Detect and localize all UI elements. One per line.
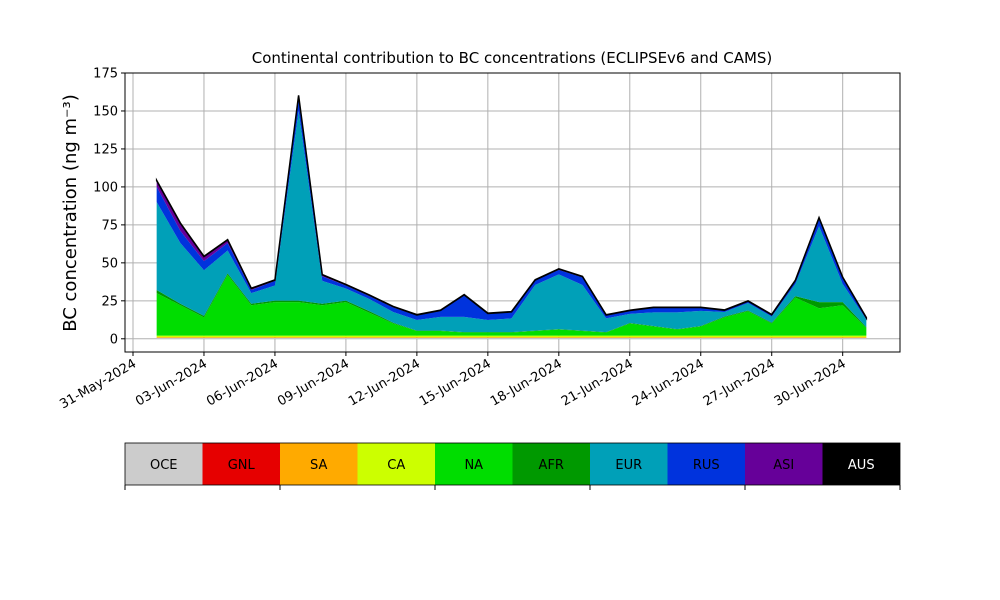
y-tick-label: 175 bbox=[93, 67, 118, 82]
legend-label: AFR bbox=[539, 458, 564, 473]
x-tick-label: 03-Jun-2024 bbox=[133, 356, 210, 409]
y-tick-label: 150 bbox=[93, 104, 118, 119]
legend-label: NA bbox=[464, 458, 483, 473]
legend-swatch bbox=[745, 443, 823, 485]
legend-label: AUS bbox=[848, 458, 875, 473]
x-tick-label: 06-Jun-2024 bbox=[204, 356, 281, 409]
x-tick-label: 27-Jun-2024 bbox=[701, 356, 778, 409]
x-tick-label: 09-Jun-2024 bbox=[275, 356, 352, 409]
area bbox=[156, 338, 867, 339]
area bbox=[156, 274, 867, 336]
y-tick-label: 0 bbox=[110, 332, 118, 347]
legend-swatch bbox=[435, 443, 513, 485]
legend-label: SA bbox=[310, 458, 327, 473]
y-tick-label: 50 bbox=[101, 256, 118, 271]
area bbox=[156, 337, 867, 338]
x-tick-label: 30-Jun-2024 bbox=[772, 356, 849, 409]
area bbox=[155, 95, 868, 321]
legend-swatch bbox=[822, 443, 900, 485]
legend-label: GNL bbox=[228, 458, 256, 473]
legend-swatch bbox=[590, 443, 668, 485]
legend-swatch bbox=[667, 443, 745, 485]
y-tick-label: 125 bbox=[93, 142, 118, 157]
area bbox=[156, 110, 867, 333]
area bbox=[156, 335, 867, 338]
legend-label: CA bbox=[387, 458, 405, 473]
legend-swatch bbox=[512, 443, 590, 485]
legend-label: ASI bbox=[773, 458, 794, 473]
y-tick-label: 25 bbox=[101, 294, 118, 309]
chart-title: Continental contribution to BC concentra… bbox=[252, 49, 773, 67]
legend-frame bbox=[124, 442, 901, 486]
y-tick-label: 75 bbox=[101, 218, 118, 233]
legend-swatch bbox=[125, 443, 203, 485]
x-tick-label: 21-Jun-2024 bbox=[559, 356, 636, 409]
legend-label: EUR bbox=[615, 458, 642, 473]
y-axis-label: BC concentration (ng m⁻³) bbox=[60, 94, 81, 332]
legend-label: OCE bbox=[150, 458, 178, 473]
y-tick-label: 100 bbox=[93, 180, 118, 195]
legend-swatch bbox=[357, 443, 435, 485]
x-tick-label: 12-Jun-2024 bbox=[346, 356, 423, 409]
legend-swatch bbox=[202, 443, 280, 485]
legend-label: RUS bbox=[693, 458, 720, 473]
plot-frame bbox=[124, 72, 901, 353]
x-tick-label: 24-Jun-2024 bbox=[630, 356, 707, 409]
area bbox=[156, 98, 867, 320]
x-tick-label: 18-Jun-2024 bbox=[488, 356, 565, 409]
legend-swatch bbox=[280, 443, 358, 485]
x-tick-label: 15-Jun-2024 bbox=[417, 356, 494, 409]
x-tick-label: 31-May-2024 bbox=[57, 356, 139, 412]
